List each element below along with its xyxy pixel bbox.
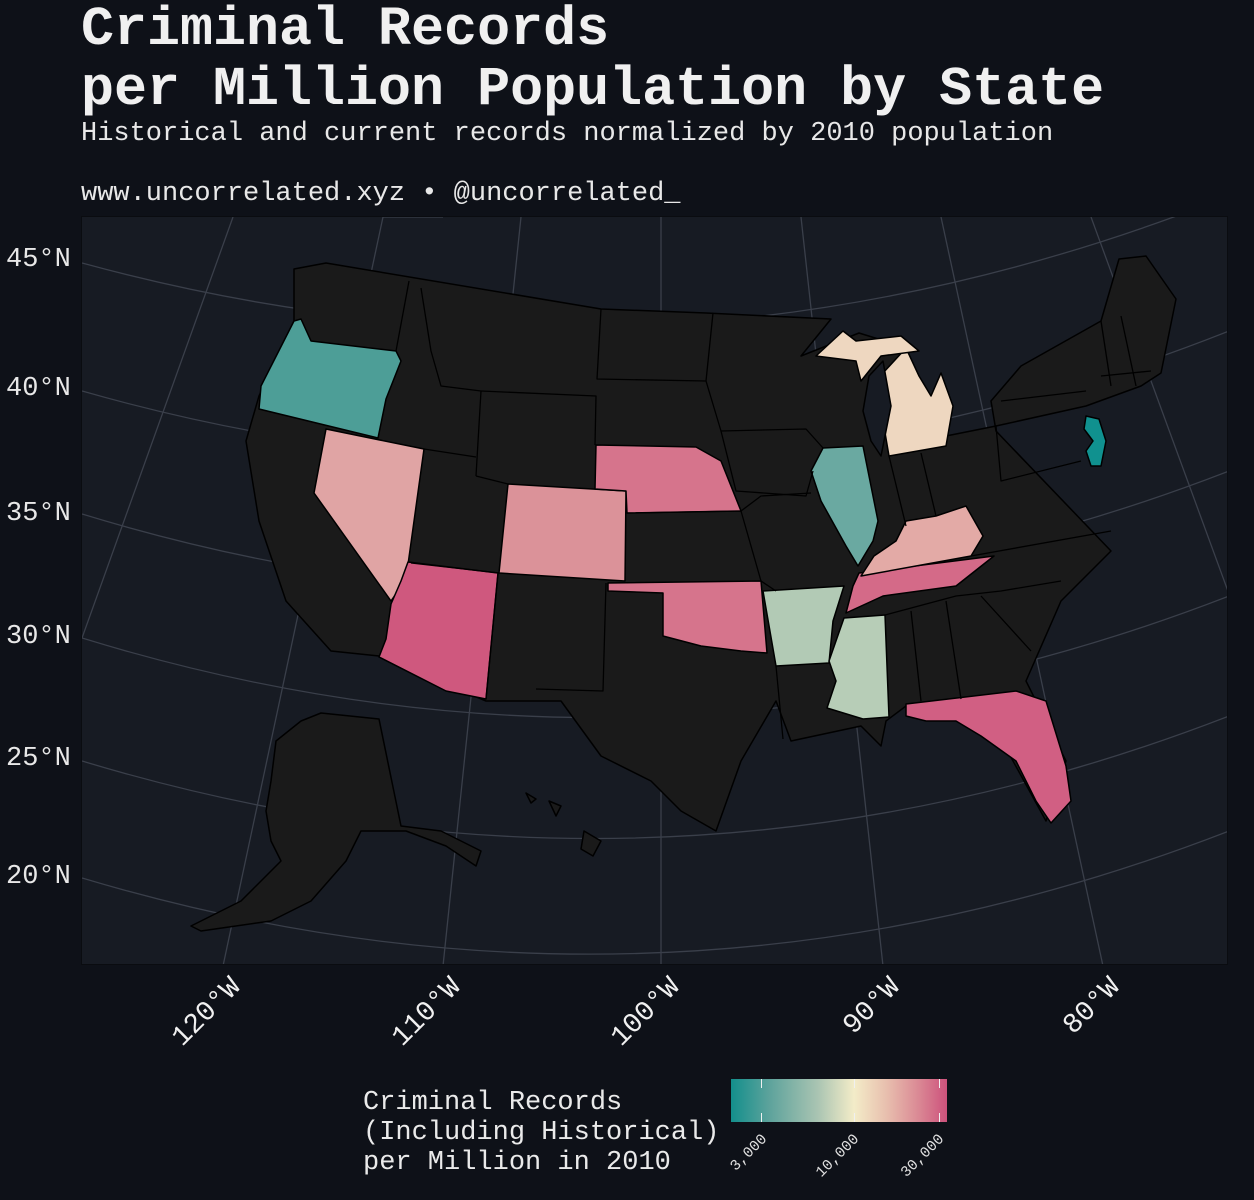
state-colorado	[498, 483, 627, 582]
y-tick-30n: 30°N	[6, 622, 71, 652]
y-tick-25n: 25°N	[6, 744, 71, 774]
legend-tick-10000: 10,000	[812, 1131, 864, 1182]
state-michigan	[882, 347, 954, 457]
state-new-jersey	[1083, 415, 1107, 467]
x-tick-120w: 120°W	[166, 972, 248, 1054]
y-tick-45n: 45°N	[6, 245, 71, 275]
legend-tick-mark	[939, 1079, 940, 1088]
states	[190, 255, 1177, 932]
map-svg	[82, 217, 1227, 964]
state-oklahoma	[607, 580, 768, 654]
legend-tick-mark	[761, 1079, 762, 1088]
source-caption: www.uncorrelated.xyz • @uncorrelated_	[81, 179, 681, 209]
legend-tick-mark	[854, 1113, 855, 1122]
state-florida	[905, 690, 1072, 824]
state-oregon	[258, 318, 402, 439]
x-tick-80w: 80°W	[1057, 972, 1128, 1042]
legend-tick-3000: 3,000	[727, 1131, 772, 1175]
legend-colorbar	[731, 1079, 947, 1122]
legend-tick-mark	[939, 1113, 940, 1122]
state-illinois	[810, 445, 879, 567]
legend-tick-mark	[854, 1079, 855, 1088]
y-tick-40n: 40°N	[6, 374, 71, 404]
chart-subtitle: Historical and current records normalize…	[81, 119, 1054, 149]
x-tick-90w: 90°W	[837, 972, 908, 1042]
state-mississippi	[826, 614, 890, 720]
state-arkansas	[762, 585, 845, 667]
legend-tick-mark	[761, 1113, 762, 1122]
y-tick-20n: 20°N	[6, 862, 71, 892]
y-tick-35n: 35°N	[6, 499, 71, 529]
state-michigan-up	[815, 330, 920, 382]
map-panel	[81, 216, 1228, 965]
x-tick-110w: 110°W	[386, 972, 468, 1054]
chart-title: Criminal Records per Million Population …	[81, 0, 1105, 121]
legend-title: Criminal Records (Including Historical) …	[363, 1088, 720, 1178]
legend-tick-30000: 30,000	[897, 1131, 949, 1182]
x-tick-100w: 100°W	[605, 972, 687, 1054]
